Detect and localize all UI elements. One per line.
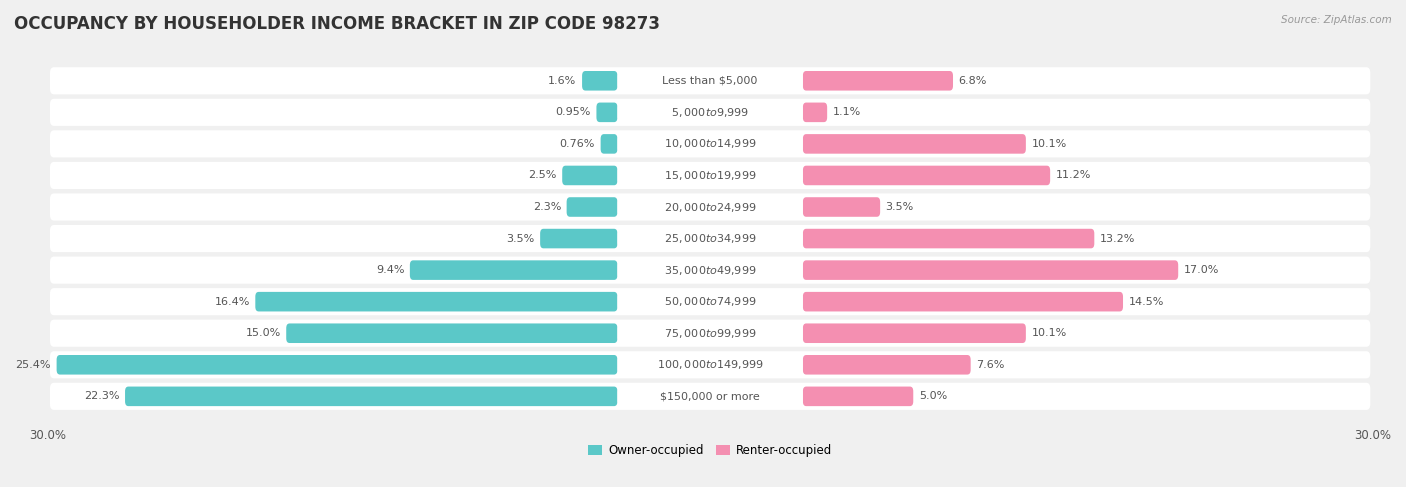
Text: 14.5%: 14.5%: [1129, 297, 1164, 307]
FancyBboxPatch shape: [567, 197, 617, 217]
Text: 2.5%: 2.5%: [529, 170, 557, 181]
FancyBboxPatch shape: [803, 229, 1094, 248]
Text: 10.1%: 10.1%: [1032, 328, 1067, 338]
Text: $15,000 to $19,999: $15,000 to $19,999: [664, 169, 756, 182]
Text: $10,000 to $14,999: $10,000 to $14,999: [664, 137, 756, 150]
Text: $5,000 to $9,999: $5,000 to $9,999: [671, 106, 749, 119]
FancyBboxPatch shape: [803, 387, 914, 406]
FancyBboxPatch shape: [617, 387, 803, 406]
FancyBboxPatch shape: [617, 292, 803, 312]
Text: Source: ZipAtlas.com: Source: ZipAtlas.com: [1281, 15, 1392, 25]
Text: $50,000 to $74,999: $50,000 to $74,999: [664, 295, 756, 308]
FancyBboxPatch shape: [596, 103, 617, 122]
Text: 0.95%: 0.95%: [555, 107, 591, 117]
FancyBboxPatch shape: [256, 292, 617, 312]
FancyBboxPatch shape: [803, 103, 827, 122]
FancyBboxPatch shape: [803, 134, 1026, 154]
FancyBboxPatch shape: [600, 134, 617, 154]
FancyBboxPatch shape: [582, 71, 617, 91]
FancyBboxPatch shape: [803, 261, 1178, 280]
Text: $35,000 to $49,999: $35,000 to $49,999: [664, 263, 756, 277]
Text: $25,000 to $34,999: $25,000 to $34,999: [664, 232, 756, 245]
FancyBboxPatch shape: [51, 257, 1371, 284]
Text: $150,000 or more: $150,000 or more: [661, 392, 761, 401]
Text: 1.1%: 1.1%: [832, 107, 860, 117]
FancyBboxPatch shape: [617, 355, 803, 375]
Text: 6.8%: 6.8%: [959, 76, 987, 86]
Text: 15.0%: 15.0%: [246, 328, 281, 338]
FancyBboxPatch shape: [803, 166, 1050, 185]
FancyBboxPatch shape: [617, 229, 803, 248]
Text: 22.3%: 22.3%: [84, 392, 120, 401]
FancyBboxPatch shape: [51, 288, 1371, 315]
FancyBboxPatch shape: [617, 323, 803, 343]
Text: 10.1%: 10.1%: [1032, 139, 1067, 149]
FancyBboxPatch shape: [617, 134, 803, 154]
FancyBboxPatch shape: [540, 229, 617, 248]
FancyBboxPatch shape: [562, 166, 617, 185]
Text: $100,000 to $149,999: $100,000 to $149,999: [657, 358, 763, 371]
FancyBboxPatch shape: [51, 383, 1371, 410]
Text: 25.4%: 25.4%: [15, 360, 51, 370]
FancyBboxPatch shape: [617, 71, 803, 91]
FancyBboxPatch shape: [803, 71, 953, 91]
FancyBboxPatch shape: [51, 99, 1371, 126]
FancyBboxPatch shape: [51, 162, 1371, 189]
Text: $75,000 to $99,999: $75,000 to $99,999: [664, 327, 756, 340]
Text: 3.5%: 3.5%: [886, 202, 914, 212]
FancyBboxPatch shape: [51, 193, 1371, 221]
Text: 11.2%: 11.2%: [1056, 170, 1091, 181]
Text: 0.76%: 0.76%: [560, 139, 595, 149]
FancyBboxPatch shape: [617, 261, 803, 280]
Text: 3.5%: 3.5%: [506, 234, 534, 244]
FancyBboxPatch shape: [51, 225, 1371, 252]
Text: Less than $5,000: Less than $5,000: [662, 76, 758, 86]
FancyBboxPatch shape: [287, 323, 617, 343]
FancyBboxPatch shape: [411, 261, 617, 280]
FancyBboxPatch shape: [617, 103, 803, 122]
FancyBboxPatch shape: [51, 351, 1371, 378]
FancyBboxPatch shape: [617, 197, 803, 217]
FancyBboxPatch shape: [56, 355, 617, 375]
Text: 9.4%: 9.4%: [375, 265, 405, 275]
Text: 16.4%: 16.4%: [215, 297, 250, 307]
FancyBboxPatch shape: [803, 323, 1026, 343]
FancyBboxPatch shape: [125, 387, 617, 406]
FancyBboxPatch shape: [51, 67, 1371, 94]
Text: 5.0%: 5.0%: [918, 392, 948, 401]
Text: 2.3%: 2.3%: [533, 202, 561, 212]
FancyBboxPatch shape: [803, 292, 1123, 312]
Text: 7.6%: 7.6%: [976, 360, 1004, 370]
FancyBboxPatch shape: [51, 131, 1371, 157]
Text: 1.6%: 1.6%: [548, 76, 576, 86]
FancyBboxPatch shape: [803, 355, 970, 375]
Legend: Owner-occupied, Renter-occupied: Owner-occupied, Renter-occupied: [583, 439, 837, 462]
Text: $20,000 to $24,999: $20,000 to $24,999: [664, 201, 756, 213]
FancyBboxPatch shape: [51, 319, 1371, 347]
FancyBboxPatch shape: [617, 166, 803, 185]
FancyBboxPatch shape: [803, 197, 880, 217]
Text: OCCUPANCY BY HOUSEHOLDER INCOME BRACKET IN ZIP CODE 98273: OCCUPANCY BY HOUSEHOLDER INCOME BRACKET …: [14, 15, 659, 33]
Text: 17.0%: 17.0%: [1184, 265, 1219, 275]
Text: 13.2%: 13.2%: [1099, 234, 1135, 244]
